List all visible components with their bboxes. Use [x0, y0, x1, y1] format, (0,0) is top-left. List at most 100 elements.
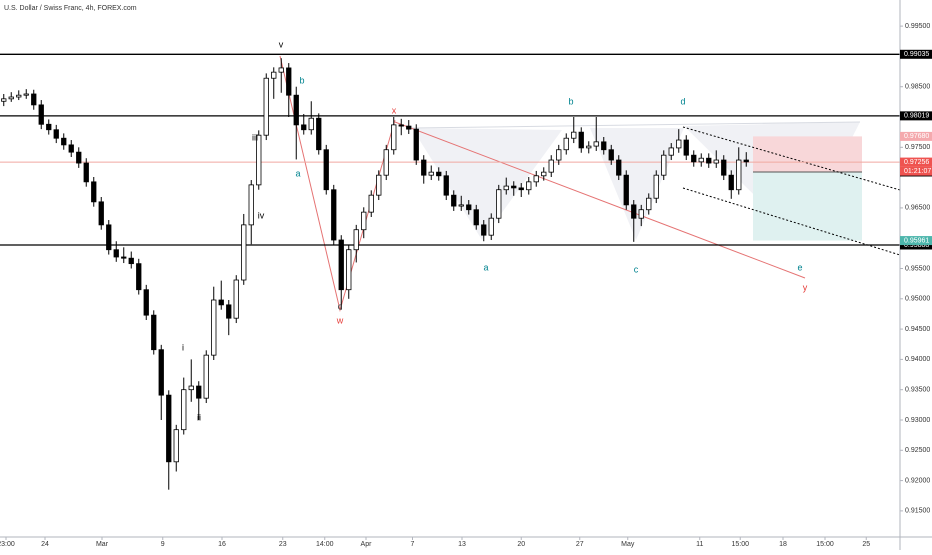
y-tick-label: 0.96500 [905, 205, 930, 212]
candle-body [91, 181, 97, 203]
wave-line [394, 121, 806, 279]
x-tick-label: 24 [41, 541, 49, 548]
candle-body [496, 189, 502, 219]
candle-body [601, 141, 607, 151]
candle-body [271, 71, 277, 79]
y-tick-label: 0.95500 [905, 265, 930, 272]
candle-body [473, 209, 479, 226]
candle-body [353, 229, 359, 251]
candle-body [181, 389, 187, 431]
candle-body [428, 171, 434, 176]
x-tick-label: 23:00 [0, 541, 15, 548]
candle-body [301, 124, 307, 131]
target-box [900, 236, 932, 246]
candle-body [698, 157, 704, 163]
y-tick-label: 0.91500 [905, 508, 930, 515]
pattern-edge [411, 121, 861, 129]
wave-label: w [336, 315, 344, 325]
chart-title: U.S. Dollar / Swiss Franc, 4h, FOREX.com [4, 5, 137, 12]
pattern-shade [412, 128, 562, 240]
candle-body [316, 117, 322, 151]
wave-label: c [634, 264, 639, 274]
candle-body [361, 211, 367, 231]
stop-label: 0.97680 [904, 133, 929, 140]
x-tick-label: Apr [361, 541, 373, 548]
wave-label: i [182, 342, 184, 352]
candle-body [173, 429, 179, 463]
candle-body [256, 134, 262, 186]
candle-body [668, 147, 674, 156]
candle-body [563, 137, 569, 151]
level-label: 0.99035 [904, 51, 929, 58]
candle-body [203, 354, 209, 399]
candle-body [233, 279, 239, 319]
price-axis-bg [900, 0, 932, 550]
candle-body [218, 299, 224, 306]
x-tick-label: 11 [696, 541, 703, 548]
wave-label: b [299, 75, 304, 85]
countdown: 01:21:07 [904, 168, 931, 175]
candle-body [631, 204, 637, 219]
candle-body [458, 204, 464, 207]
candle-body [61, 137, 67, 146]
candle-body [533, 175, 539, 183]
candle-body [436, 171, 442, 177]
y-tick-label: 0.95000 [905, 296, 930, 303]
candle-body [53, 129, 59, 139]
y-tick-label: 0.99500 [905, 23, 930, 30]
candle-body [241, 224, 247, 281]
candle-body [226, 304, 232, 319]
candle-body [293, 94, 299, 126]
channel-line [682, 126, 901, 191]
candle-body [721, 159, 727, 176]
wave-label: a [483, 262, 488, 272]
candle-body [608, 149, 614, 161]
wave-label: b [568, 96, 573, 106]
candle-body [286, 67, 292, 96]
x-tick-label: 13 [458, 541, 466, 548]
y-tick-label: 0.98500 [905, 84, 930, 91]
candle-body [728, 174, 734, 191]
level-label: 0.95888 [904, 242, 929, 249]
y-tick-label: 0.94000 [905, 356, 930, 363]
position-tool [753, 136, 862, 241]
last-price-box [900, 157, 932, 167]
candle-body [376, 174, 382, 196]
candle-body [16, 94, 22, 98]
candle-body [571, 131, 577, 139]
wave-label: ii [197, 412, 201, 422]
x-tick-label: Mar [96, 541, 109, 548]
candle-body [368, 194, 374, 213]
candle-body [151, 314, 157, 351]
candle-body [38, 104, 44, 125]
candle-body [113, 249, 119, 258]
candle-body [578, 131, 584, 149]
wave-label: iii [252, 132, 258, 142]
candle-body [638, 209, 644, 219]
candle-body [128, 257, 134, 265]
x-tick-label: 9 [161, 541, 165, 548]
x-tick-label: 16 [218, 541, 226, 548]
candle-body [166, 394, 172, 463]
wave-label: x [392, 105, 397, 115]
candle-body [196, 385, 202, 399]
candle-body [406, 125, 412, 130]
candle-body [586, 145, 592, 149]
y-tick-label: 0.93000 [905, 417, 930, 424]
candle-body [391, 124, 397, 151]
candle-body [413, 128, 419, 161]
candle-body [691, 154, 697, 163]
time-axis-bg [0, 537, 932, 550]
level-label: 0.98019 [904, 113, 929, 120]
candle-body [46, 123, 52, 131]
x-tick-label: 27 [576, 541, 584, 548]
candle-body [398, 124, 404, 127]
x-tick-label: 15:00 [816, 541, 834, 548]
level-box [900, 49, 932, 59]
x-tick-label: 14:00 [316, 541, 334, 548]
wave-label: iv [258, 210, 265, 220]
y-tick-label: 0.93500 [905, 387, 930, 394]
x-tick-label: 25 [862, 541, 870, 548]
candle-body [466, 204, 472, 211]
